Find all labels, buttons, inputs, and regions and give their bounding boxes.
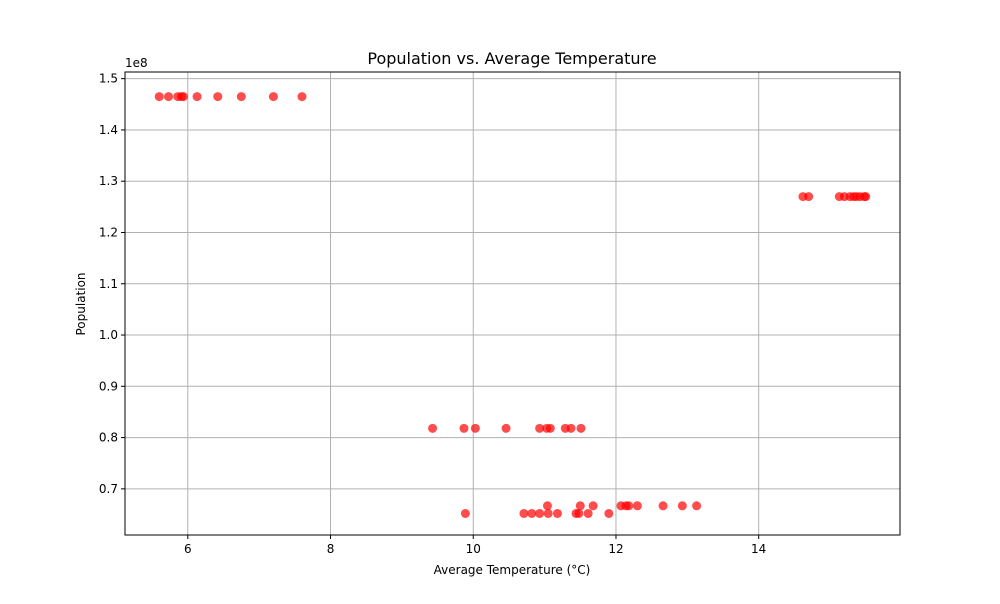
data-point: [566, 423, 576, 433]
data-point: [583, 508, 593, 518]
x-tick-label: 10: [466, 542, 481, 556]
x-tick-label: 6: [184, 542, 192, 556]
data-point: [535, 423, 545, 433]
plot-frame: [124, 71, 901, 536]
data-point: [164, 92, 174, 102]
y-tick-label: 1.5: [99, 72, 118, 86]
data-points: [154, 92, 871, 518]
data-point: [470, 423, 480, 433]
data-point: [459, 423, 469, 433]
data-point: [604, 508, 614, 518]
data-point: [632, 501, 642, 511]
data-point: [501, 423, 511, 433]
y-axis-ticks: 0.7 0.8 0.9 1.0 1.1 1.2 1.3 1.4 1.5: [99, 72, 125, 496]
data-point: [677, 501, 687, 511]
data-point: [527, 508, 537, 518]
data-point: [545, 423, 555, 433]
y-tick-label: 0.8: [99, 431, 118, 445]
grid-lines: [125, 72, 900, 535]
y-tick-label: 1.2: [99, 225, 118, 239]
y-offset-label: 1e8: [125, 56, 148, 70]
data-point: [552, 508, 562, 518]
y-tick-label: 1.1: [99, 277, 118, 291]
data-point: [460, 508, 470, 518]
data-point: [428, 423, 438, 433]
y-tick-label: 1.0: [99, 328, 118, 342]
x-tick-label: 12: [608, 542, 623, 556]
data-point: [692, 501, 702, 511]
data-point: [535, 508, 545, 518]
data-point: [213, 92, 223, 102]
x-axis-ticks: 6 8 10 12 14: [184, 535, 766, 556]
data-point: [542, 501, 552, 511]
data-point: [588, 501, 598, 511]
y-axis-label: Population: [74, 272, 88, 335]
data-point: [574, 508, 584, 518]
data-point: [804, 192, 814, 202]
data-point: [624, 501, 634, 511]
x-tick-label: 14: [751, 542, 766, 556]
data-point: [543, 508, 553, 518]
data-point: [576, 423, 586, 433]
data-point: [575, 501, 585, 511]
data-point: [179, 92, 189, 102]
data-point: [519, 508, 529, 518]
data-point: [861, 192, 871, 202]
data-point: [658, 501, 668, 511]
data-point: [192, 92, 202, 102]
data-point: [154, 92, 164, 102]
y-tick-label: 1.4: [99, 123, 118, 137]
y-tick-label: 0.9: [99, 379, 118, 393]
data-point: [268, 92, 278, 102]
x-tick-label: 8: [327, 542, 335, 556]
data-point: [297, 92, 307, 102]
chart-title: Population vs. Average Temperature: [367, 49, 656, 68]
data-point: [236, 92, 246, 102]
y-tick-label: 1.3: [99, 174, 118, 188]
x-axis-label: Average Temperature (°C): [434, 563, 591, 577]
y-tick-label: 0.7: [99, 482, 118, 496]
